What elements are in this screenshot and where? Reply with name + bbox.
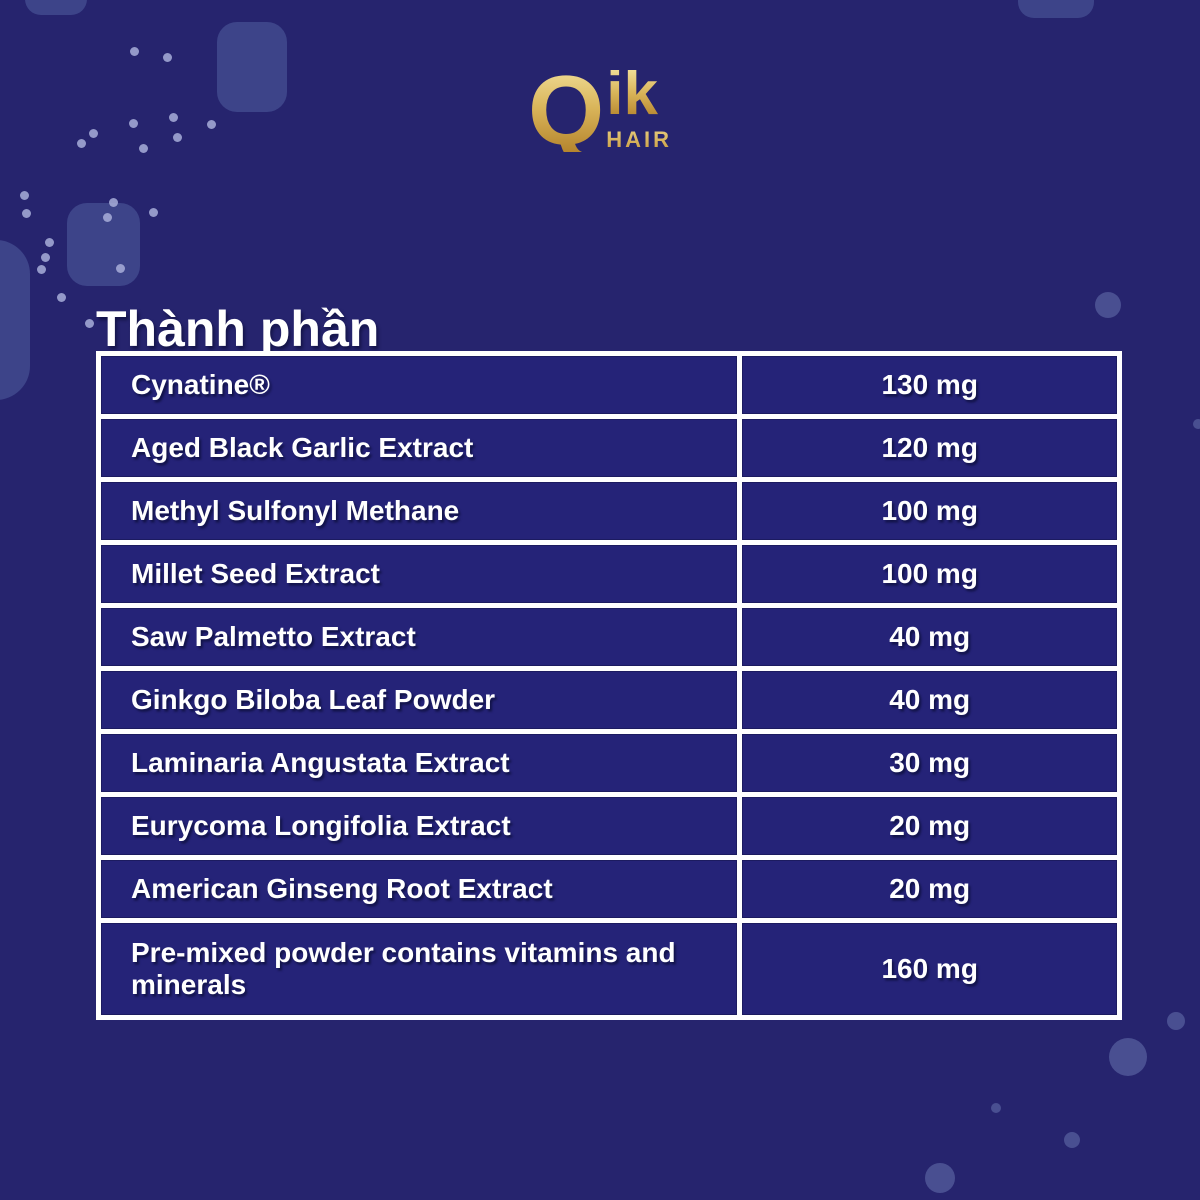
decor-rounded-square [217, 22, 287, 112]
brand-logo-right: ik HAIR [606, 59, 672, 153]
brand-logo-ik: ik [606, 59, 658, 128]
ingredient-name: Millet Seed Extract [101, 545, 738, 603]
ingredient-name: Eurycoma Longifolia Extract [101, 797, 738, 855]
ingredient-amount: 120 mg [742, 419, 1117, 477]
decor-circle [1167, 1012, 1185, 1030]
decor-dot [130, 47, 139, 56]
ingredients-table-wrap: Cynatine® 130 mg Aged Black Garlic Extra… [96, 351, 1122, 1020]
table-row: Methyl Sulfonyl Methane 100 mg [101, 482, 1117, 540]
ingredients-table: Cynatine® 130 mg Aged Black Garlic Extra… [96, 351, 1122, 1020]
table-body: Cynatine® 130 mg Aged Black Garlic Extra… [101, 356, 1117, 1015]
decor-dot [89, 129, 98, 138]
decor-dot [37, 265, 46, 274]
ingredient-name: Cynatine® [101, 356, 738, 414]
ingredient-name: Laminaria Angustata Extract [101, 734, 738, 792]
ingredient-name: Methyl Sulfonyl Methane [101, 482, 738, 540]
decor-circle [1064, 1132, 1080, 1148]
table-row: Eurycoma Longifolia Extract 20 mg [101, 797, 1117, 855]
brand-logo-q: Q [527, 55, 605, 165]
ingredient-amount: 100 mg [742, 545, 1117, 603]
table-row: Ginkgo Biloba Leaf Powder 40 mg [101, 671, 1117, 729]
ingredient-amount: 20 mg [742, 860, 1117, 918]
table-row: Pre-mixed powder contains vitamins and m… [101, 923, 1117, 1015]
decor-dot [149, 208, 158, 217]
decor-dot [20, 191, 29, 200]
ingredient-name: Pre-mixed powder contains vitamins and m… [101, 923, 738, 1015]
decor-circle [1109, 1038, 1147, 1076]
ingredient-name: American Ginseng Root Extract [101, 860, 738, 918]
decor-dot [207, 120, 216, 129]
ingredient-name: Saw Palmetto Extract [101, 608, 738, 666]
decor-dot [163, 53, 172, 62]
decor-dot [57, 293, 66, 302]
ingredient-name: Aged Black Garlic Extract [101, 419, 738, 477]
ingredient-amount: 30 mg [742, 734, 1117, 792]
ingredient-amount: 160 mg [742, 923, 1117, 1015]
decor-dot [45, 238, 54, 247]
decor-dot [139, 144, 148, 153]
ingredient-name: Ginkgo Biloba Leaf Powder [101, 671, 738, 729]
decor-dot [169, 113, 178, 122]
decor-dot [77, 139, 86, 148]
section-heading: Thành phần [96, 300, 380, 357]
decor-dot [116, 264, 125, 273]
ingredient-amount: 40 mg [742, 671, 1117, 729]
decor-circle [991, 1103, 1001, 1113]
ingredient-amount: 100 mg [742, 482, 1117, 540]
ingredient-amount: 40 mg [742, 608, 1117, 666]
decor-rounded-square [1018, 0, 1094, 18]
table-row: Millet Seed Extract 100 mg [101, 545, 1117, 603]
decor-dot [173, 133, 182, 142]
brand-logo: Q ik HAIR [0, 55, 1200, 165]
decor-circle [1193, 419, 1200, 429]
decor-dot [41, 253, 50, 262]
brand-logo-hair: HAIR [606, 127, 672, 153]
table-row: Aged Black Garlic Extract 120 mg [101, 419, 1117, 477]
decor-dot [109, 198, 118, 207]
table-row: American Ginseng Root Extract 20 mg [101, 860, 1117, 918]
table-row: Saw Palmetto Extract 40 mg [101, 608, 1117, 666]
ingredient-amount: 130 mg [742, 356, 1117, 414]
decor-circle [925, 1163, 955, 1193]
table-row: Laminaria Angustata Extract 30 mg [101, 734, 1117, 792]
table-row: Cynatine® 130 mg [101, 356, 1117, 414]
decor-dot [22, 209, 31, 218]
decor-rounded-square [0, 240, 30, 400]
decor-dot [103, 213, 112, 222]
decor-dot [129, 119, 138, 128]
decor-dot [85, 319, 94, 328]
ingredient-amount: 20 mg [742, 797, 1117, 855]
decor-circle [1095, 292, 1121, 318]
decor-rounded-square [25, 0, 87, 15]
